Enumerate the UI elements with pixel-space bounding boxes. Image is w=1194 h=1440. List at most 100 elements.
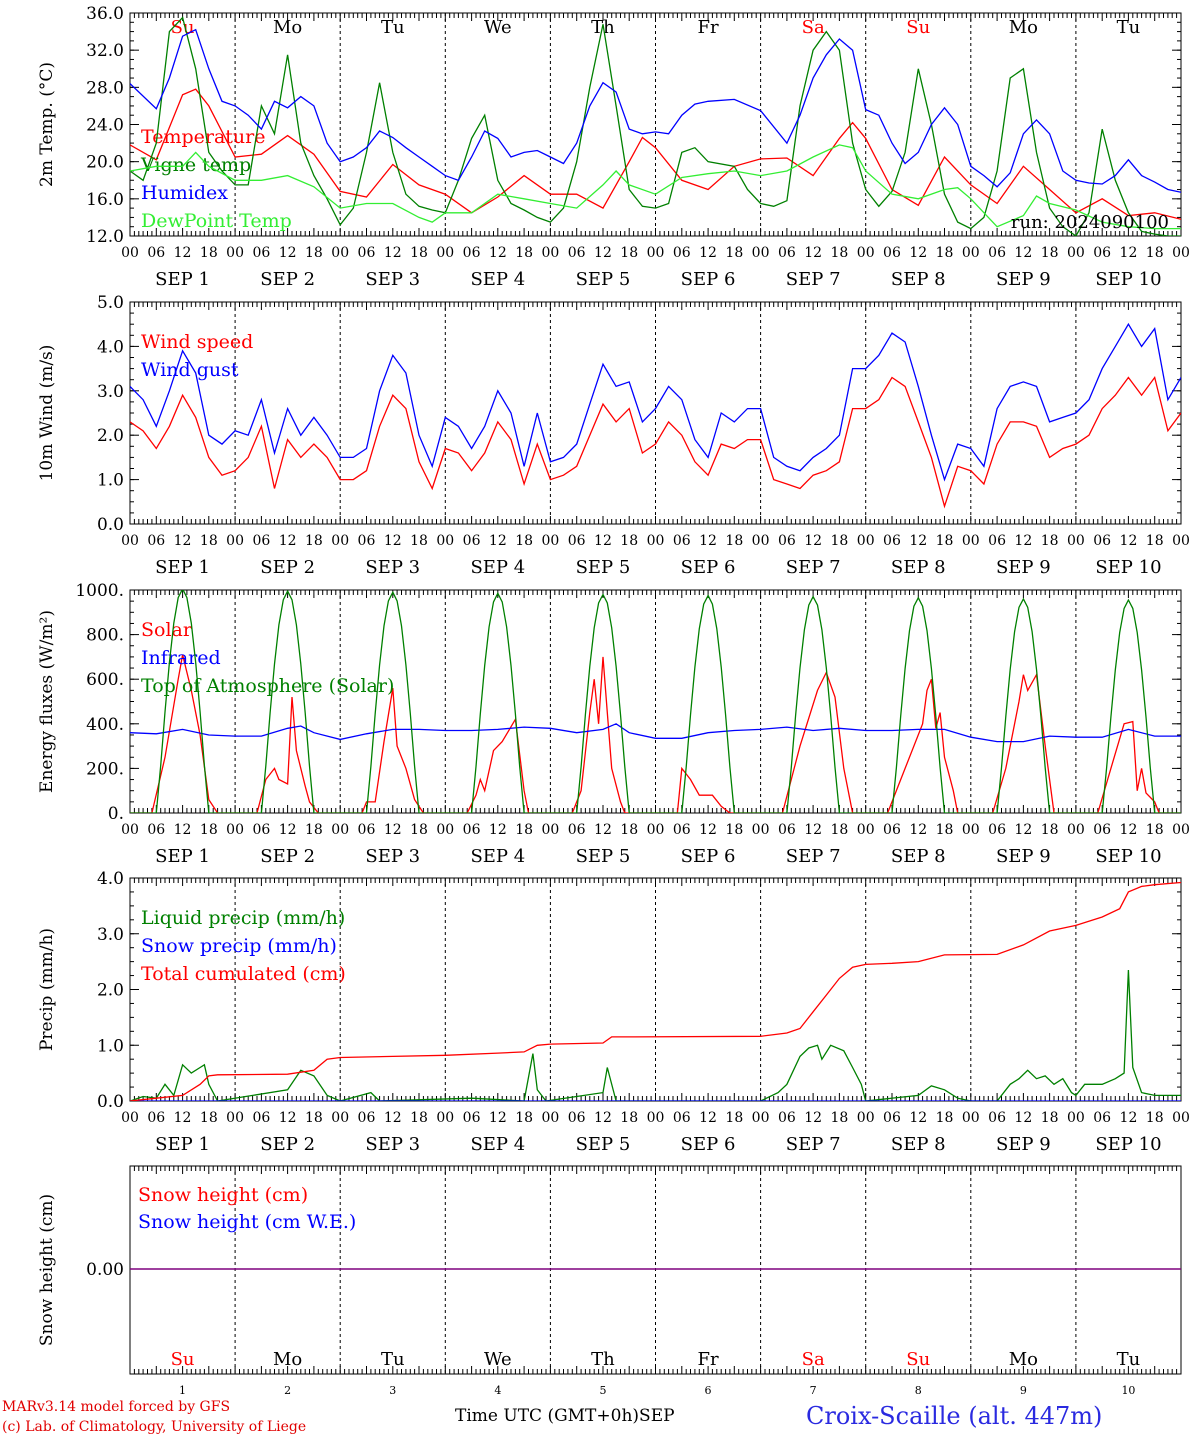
panel-energy: 0. 200. 400. 600. 800. 1000. Energy fluxes (W/… — [37, 581, 1190, 867]
legend-entry: Vigne temp — [140, 154, 251, 176]
x-hour-label: 12 — [594, 245, 612, 261]
x-date-label: SEP 6 — [681, 557, 736, 578]
y-tick-label: 32.0 — [86, 41, 124, 61]
x-hour-label: 06 — [358, 1110, 376, 1126]
x-date-label: SEP 8 — [891, 1134, 946, 1155]
x-hour-label: 18 — [831, 533, 849, 549]
x-hour-label: 18 — [410, 1110, 428, 1126]
run-label: run: 2024090100 — [1011, 212, 1169, 233]
x-hour-label: 12 — [1120, 822, 1138, 838]
legend-entry: Infrared — [141, 647, 221, 669]
x-hour-label: 12 — [384, 533, 402, 549]
x-hour-label: 18 — [831, 245, 849, 261]
x-hour-label: 18 — [1146, 1110, 1164, 1126]
x-hour-label: 06 — [358, 822, 376, 838]
y-tick-label: 5.0 — [97, 293, 124, 313]
x-date-label: SEP 3 — [365, 846, 420, 867]
x-hour-label: 12 — [384, 245, 402, 261]
x-hour-label: 00 — [752, 822, 770, 838]
x-date-label: SEP 9 — [996, 1134, 1051, 1155]
x-hour-label: 12 — [384, 822, 402, 838]
x-hour-label: 12 — [1120, 1110, 1138, 1126]
x-hour-label: 18 — [1041, 822, 1059, 838]
x-date-label: SEP 10 — [1095, 1134, 1161, 1155]
x-hour-label: 00 — [121, 533, 139, 549]
x-hour-label: 18 — [515, 533, 533, 549]
x-hour-label: 06 — [1093, 822, 1111, 838]
x-hour-label: 12 — [279, 533, 297, 549]
x-hour-label: 06 — [147, 822, 165, 838]
x-date-label: SEP 1 — [155, 557, 210, 578]
series-line-vigne-temp — [130, 16, 1181, 236]
x-hour-label: 06 — [883, 245, 901, 261]
y-tick-label: 1000. — [75, 581, 124, 601]
x-hour-label: 12 — [1014, 1110, 1032, 1126]
y-tick-label: 0.0 — [97, 1092, 124, 1112]
x-hour-label: 18 — [831, 1110, 849, 1126]
y-axis-label: 2m Temp. (°C) — [37, 62, 57, 187]
y-tick-label: 4.0 — [97, 869, 124, 889]
x-hour-label: 12 — [804, 822, 822, 838]
x-hour-label: 18 — [305, 245, 323, 261]
x-hour-label: 00 — [226, 533, 244, 549]
x-hour-label: 00 — [647, 533, 665, 549]
x-hour-label: 18 — [725, 1110, 743, 1126]
x-hour-label: 06 — [1093, 245, 1111, 261]
series-line-wind-speed — [130, 376, 1181, 509]
x-hour-label: 00 — [331, 822, 349, 838]
x-date-label: SEP 3 — [365, 557, 420, 578]
y-tick-label: 3.0 — [97, 382, 124, 402]
panel-frame — [129, 12, 1182, 237]
x-axis-title-text: Time UTC (GMT+0h) — [455, 1406, 640, 1426]
day-name-label: Tu — [1117, 1349, 1141, 1370]
x-hour-label: 00 — [541, 1110, 559, 1126]
series-line-top-of-atmosphere-solar- — [130, 590, 1181, 813]
x-hour-label: 06 — [883, 822, 901, 838]
x-hour-label: 18 — [1146, 533, 1164, 549]
x-date-label: SEP 3 — [365, 269, 420, 290]
panel-temperature: 12.0 16.0 20.0 24.0 28.0 32.0 36.0 2m Temp. (°C… — [37, 4, 1190, 290]
x-hour-label: 06 — [147, 533, 165, 549]
x-hour-label: 06 — [463, 533, 481, 549]
x-hour-label: 00 — [541, 245, 559, 261]
x-hour-label: 18 — [725, 245, 743, 261]
x-hour-label: 18 — [515, 245, 533, 261]
x-hour-label: 12 — [384, 1110, 402, 1126]
x-hour-label: 06 — [673, 533, 691, 549]
x-date-label: SEP 7 — [786, 557, 841, 578]
x-hour-label: 06 — [568, 822, 586, 838]
y-tick-label: 3.0 — [97, 925, 124, 945]
x-hour-label: 06 — [988, 1110, 1006, 1126]
x-date-label: SEP 2 — [260, 269, 315, 290]
x-date-label: SEP 4 — [470, 846, 525, 867]
bottom-ticks — [129, 1093, 1182, 1101]
x-date-label: SEP 5 — [576, 846, 631, 867]
y-tick-label: 1.0 — [97, 1036, 124, 1056]
x-date-label: SEP 10 — [1095, 557, 1161, 578]
day-name-label: Mo — [1009, 1349, 1038, 1370]
x-hour-label: 00 — [962, 245, 980, 261]
day-name-label: Su — [171, 17, 195, 38]
x-hour-label: 06 — [673, 822, 691, 838]
legend-entry: Temperature — [141, 126, 265, 148]
y-tick-label: 16.0 — [86, 190, 124, 210]
x-hour-label: 12 — [909, 1110, 927, 1126]
y-tick-label: 600. — [86, 670, 124, 690]
series-line-infrared — [130, 723, 1181, 743]
series-line-liquid-precip-mm-h- — [130, 969, 1181, 1101]
x-hour-label: 00 — [1172, 533, 1190, 549]
x-hour-label: 12 — [279, 822, 297, 838]
x-hour-label: 00 — [1172, 1110, 1190, 1126]
y-tick-label: 400. — [86, 715, 124, 735]
x-hour-label: 18 — [1146, 245, 1164, 261]
x-hour-label: 00 — [541, 533, 559, 549]
x-hour-label: 18 — [410, 822, 428, 838]
x-hour-label: 00 — [121, 1110, 139, 1126]
x-date-label: SEP 8 — [891, 846, 946, 867]
day-number-label: 1 — [179, 1384, 186, 1397]
x-hour-label: 12 — [699, 1110, 717, 1126]
x-hour-label: 12 — [804, 533, 822, 549]
x-hour-label: 18 — [620, 822, 638, 838]
x-hour-label: 00 — [331, 245, 349, 261]
